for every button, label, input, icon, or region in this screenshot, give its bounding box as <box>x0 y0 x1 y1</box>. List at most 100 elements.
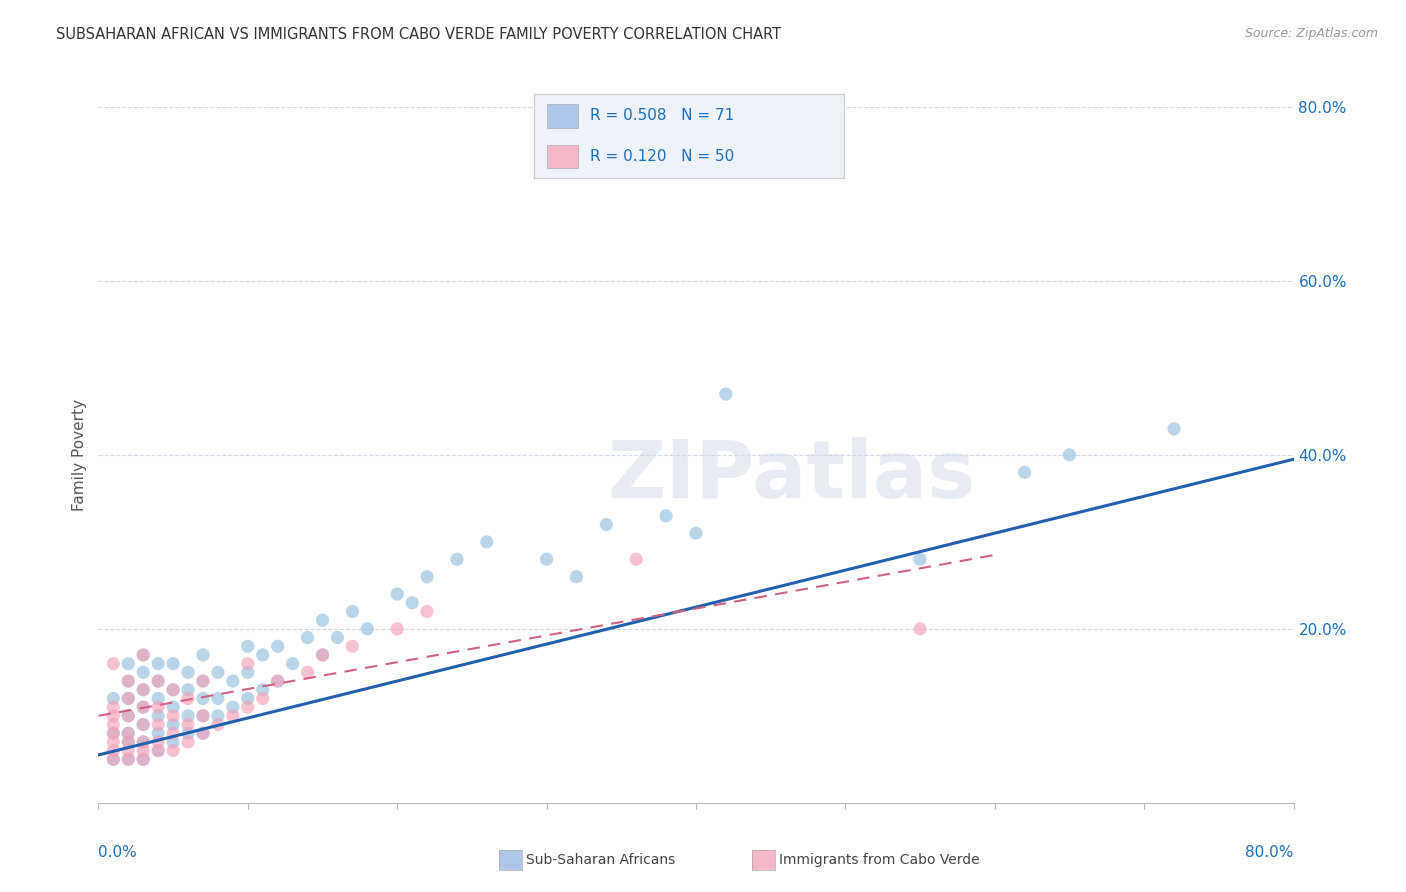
Point <box>117 735 139 749</box>
Point <box>177 735 200 749</box>
Point <box>252 691 274 706</box>
Point <box>117 726 139 740</box>
Point <box>162 682 184 697</box>
Point <box>117 752 139 766</box>
Point <box>267 674 290 689</box>
Point <box>103 752 125 766</box>
Point <box>342 605 364 619</box>
Point <box>162 708 184 723</box>
Text: Sub-Saharan Africans: Sub-Saharan Africans <box>526 853 675 867</box>
Point <box>103 717 125 731</box>
Point <box>148 700 170 714</box>
Point <box>297 631 319 645</box>
Bar <box>547 103 578 128</box>
Point <box>401 596 423 610</box>
Point <box>103 726 125 740</box>
Point <box>103 726 125 740</box>
Point <box>385 622 409 636</box>
Point <box>191 648 214 662</box>
Point <box>222 708 245 723</box>
Point <box>103 691 125 706</box>
Point <box>117 657 139 671</box>
Point <box>685 526 707 541</box>
Point <box>162 735 184 749</box>
Point <box>148 674 170 689</box>
Point <box>236 691 259 706</box>
Text: 0.0%: 0.0% <box>98 845 138 860</box>
Point <box>103 657 125 671</box>
Point <box>148 691 170 706</box>
Point <box>177 691 200 706</box>
Point <box>132 648 155 662</box>
Point <box>191 708 214 723</box>
Point <box>267 639 290 653</box>
Point <box>117 752 139 766</box>
Y-axis label: Family Poverty: Family Poverty <box>72 399 87 511</box>
Bar <box>547 145 578 169</box>
Point <box>117 708 139 723</box>
Point <box>236 700 259 714</box>
Point <box>132 682 155 697</box>
Point <box>311 648 333 662</box>
Point <box>236 639 259 653</box>
Point <box>236 657 259 671</box>
Point <box>416 570 439 584</box>
Point <box>1059 448 1081 462</box>
Point <box>162 744 184 758</box>
Point <box>595 517 617 532</box>
Point <box>103 744 125 758</box>
Point <box>148 717 170 731</box>
Point <box>311 648 333 662</box>
Point <box>117 726 139 740</box>
Text: R = 0.508   N = 71: R = 0.508 N = 71 <box>591 108 734 123</box>
Point <box>191 726 214 740</box>
Point <box>297 665 319 680</box>
Point <box>191 726 214 740</box>
Point <box>446 552 468 566</box>
Point <box>207 717 229 731</box>
Point <box>222 674 245 689</box>
Point <box>385 587 409 601</box>
Point <box>103 700 125 714</box>
Point <box>132 735 155 749</box>
Point <box>177 717 200 731</box>
Text: Source: ZipAtlas.com: Source: ZipAtlas.com <box>1244 27 1378 40</box>
Text: R = 0.120   N = 50: R = 0.120 N = 50 <box>591 149 734 164</box>
Point <box>132 752 155 766</box>
Point <box>117 674 139 689</box>
Point <box>536 552 558 566</box>
Point <box>281 657 304 671</box>
Point <box>117 674 139 689</box>
Point <box>326 631 349 645</box>
Point <box>162 726 184 740</box>
Point <box>655 508 678 523</box>
Point <box>148 744 170 758</box>
Point <box>132 700 155 714</box>
Point <box>191 674 214 689</box>
Point <box>148 657 170 671</box>
Point <box>132 717 155 731</box>
Point <box>177 708 200 723</box>
Point <box>267 674 290 689</box>
Point <box>177 665 200 680</box>
Point <box>191 674 214 689</box>
Point <box>565 570 588 584</box>
Point <box>132 682 155 697</box>
Point <box>1014 466 1036 480</box>
Point <box>117 744 139 758</box>
Point <box>162 657 184 671</box>
Text: Immigrants from Cabo Verde: Immigrants from Cabo Verde <box>779 853 980 867</box>
Point <box>191 691 214 706</box>
Point <box>207 708 229 723</box>
Point <box>908 622 931 636</box>
Point <box>117 691 139 706</box>
Point <box>148 708 170 723</box>
Text: 80.0%: 80.0% <box>1246 845 1294 860</box>
Point <box>148 726 170 740</box>
Point <box>117 691 139 706</box>
Point <box>908 552 931 566</box>
Point <box>1163 422 1185 436</box>
Point <box>117 735 139 749</box>
Point <box>252 648 274 662</box>
Text: SUBSAHARAN AFRICAN VS IMMIGRANTS FROM CABO VERDE FAMILY POVERTY CORRELATION CHAR: SUBSAHARAN AFRICAN VS IMMIGRANTS FROM CA… <box>56 27 782 42</box>
